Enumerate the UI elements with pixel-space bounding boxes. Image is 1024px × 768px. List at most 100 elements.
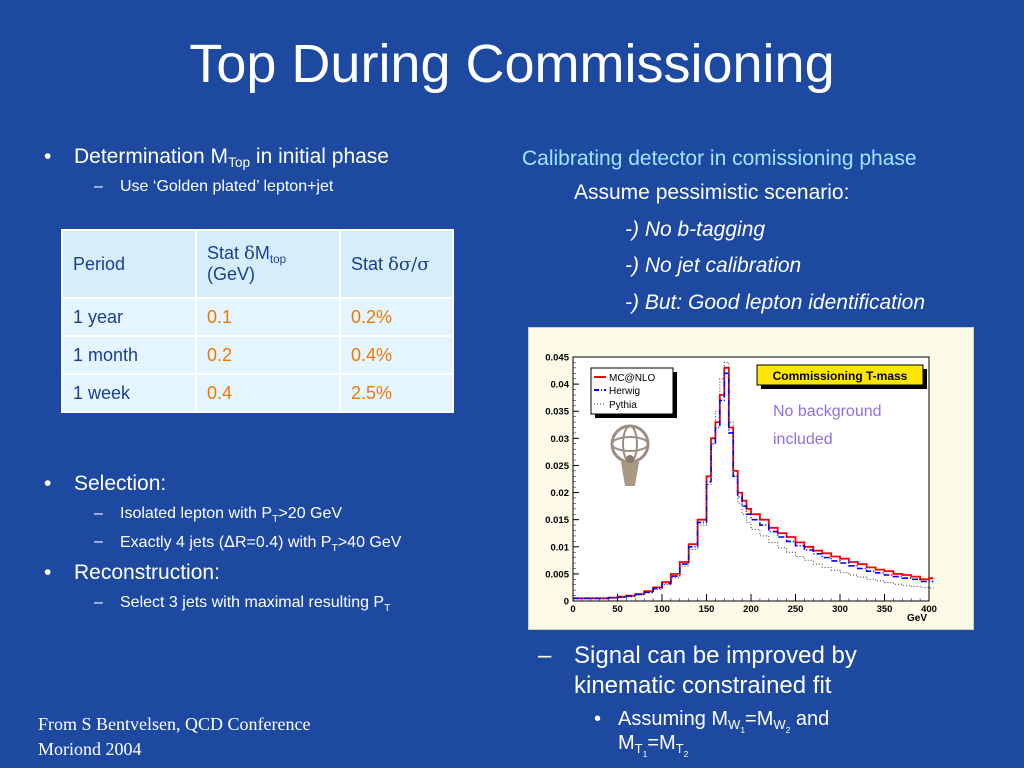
sub-t-2: 2: [683, 749, 689, 759]
signal-text: Signal can be improved by kinematic cons…: [574, 642, 857, 699]
assuming-text: Assuming MW1=MW2 and MT1=MT2: [618, 707, 938, 758]
sel1-text-end: >20 GeV: [278, 505, 343, 522]
assuming-m: Assuming M: [618, 708, 729, 730]
legend-label-herwig: Herwig: [609, 386, 640, 397]
table-row: 1 year 0.1 0.2%: [61, 297, 454, 337]
header-stat-label-2: Stat: [351, 253, 389, 274]
sel2-text: Exactly 4 jets (: [120, 534, 225, 551]
sel1-text: Isolated lepton with P: [120, 505, 273, 522]
legend-label-pythia: Pythia: [609, 400, 637, 411]
sel2-text-end: >40 GeV: [337, 534, 402, 551]
table-header-row: Period Stat δMtop (GeV) Stat δσ/σ: [61, 229, 454, 299]
bullet-reconstruction: Reconstruction:: [36, 559, 516, 587]
title-box-shadow: [923, 369, 927, 389]
delta-symbol: δ: [244, 243, 255, 264]
y-tick-label: 0.03: [551, 434, 570, 445]
sub-w-1: 1: [740, 725, 746, 735]
sel2-sub: T: [331, 543, 338, 554]
legend-shadow: [673, 372, 677, 418]
sel2-mid: R=0.4) with P: [234, 534, 332, 551]
sub-bullet-golden: Use ‘Golden plated’ lepton+jet: [36, 175, 506, 199]
credit: From S Bentvelsen, QCD Conference Morion…: [38, 712, 310, 762]
series-lines: [573, 361, 934, 600]
y-tick-label: 0.02: [551, 488, 570, 499]
legend-label-mcnlo: MC@NLO: [609, 373, 655, 384]
m-t: M: [618, 732, 635, 754]
legend-shadow-bottom: [595, 414, 677, 418]
condition-lepton-id: -) But: Good lepton identification: [625, 291, 926, 314]
signal-dash: –: [538, 642, 552, 669]
sub-bullet-four-jets: Exactly 4 jets (ΔR=0.4) with PT>40 GeV: [36, 530, 516, 555]
y-tick-label: 0.015: [545, 515, 569, 526]
header-stat-dm: Stat δMtop (GeV): [195, 229, 341, 299]
x-tick-label: 50: [612, 604, 623, 615]
rec1-sub: T: [384, 603, 391, 614]
and-word: and: [790, 708, 830, 730]
sub-w-2: 2: [785, 725, 791, 735]
header-stat-label: Stat: [207, 243, 245, 263]
slide-title: Top During Commissioning: [189, 34, 835, 94]
y-tick-label: 0.035: [545, 407, 569, 418]
table-row: 1 month 0.2 0.4%: [61, 335, 454, 375]
x-tick-label: 200: [743, 604, 759, 615]
y-tick-label: 0.01: [551, 542, 570, 553]
sub-t-1: 1: [642, 749, 648, 759]
header-stat-ds: Stat δσ/σ: [339, 229, 454, 299]
cell-period: 1 year: [61, 297, 197, 337]
y-tick-label: 0.025: [545, 461, 569, 472]
y-tick-label: 0.005: [545, 569, 569, 580]
rec1-text: Select 3 jets with maximal resulting P: [120, 594, 385, 611]
annotation-line2: included: [773, 431, 833, 448]
sub-bullet-isolated-lepton: Isolated lepton with PT>20 GeV: [36, 502, 516, 526]
t-mass-plot: 0 0.005 0.01 0.015 0.02 0.025 0.03 0.035 0.04 0.0…: [528, 327, 974, 630]
cell-ds: 0.4%: [339, 335, 454, 375]
annotation-line1: No background: [773, 403, 882, 420]
table-row: 1 week 0.4 2.5%: [61, 373, 454, 413]
x-tick-label: 0: [570, 604, 575, 615]
atlas-logo-icon: [610, 424, 650, 486]
header-m: M: [254, 243, 270, 263]
cell-dm: 0.1: [195, 297, 341, 337]
x-tick-label: 350: [877, 604, 893, 615]
cell-period: 1 week: [61, 373, 197, 413]
sel1-sub: T: [272, 514, 279, 525]
credit-line2: Moriond 2004: [38, 739, 142, 759]
title-box-shadow-bottom: [761, 385, 927, 389]
condition-no-btag: -) No b-tagging: [625, 218, 766, 241]
sub-w: W: [728, 717, 741, 732]
y-tick-labels: 0 0.005 0.01 0.015 0.02 0.025 0.03 0.035 0.04 0.0…: [545, 353, 569, 608]
selection-list: Selection: Isolated lepton with PT>20 Ge…: [36, 470, 516, 615]
eq-m: =M: [745, 708, 774, 730]
cell-dm: 0.2: [195, 335, 341, 375]
cell-ds: 0.2%: [339, 297, 454, 337]
credit-line1: From S Bentvelsen, QCD Conference: [38, 714, 311, 734]
x-tick-label: 250: [788, 604, 804, 615]
sub-bullet-select-jets: Select 3 jets with maximal resulting PT: [36, 591, 516, 615]
header-period: Period: [61, 229, 197, 299]
header-unit: (GeV): [207, 264, 256, 284]
assume-line: Assume pessimistic scenario:: [574, 181, 850, 204]
bullet-determination: Determination MTop in initial phase: [36, 143, 506, 171]
cell-dm: 0.4: [195, 373, 341, 413]
sub-t: T: [634, 741, 643, 756]
sub-t2: T: [675, 741, 684, 756]
y-tick-label: 0.045: [545, 353, 569, 364]
determination-sub: Top: [228, 155, 251, 170]
cell-ds: 2.5%: [339, 373, 454, 413]
y-tick-label: 0: [564, 597, 569, 608]
x-tick-label: 300: [832, 604, 848, 615]
chart-title: Commissioning T-mass: [773, 369, 908, 383]
determination-list: Determination MTop in initial phase Use …: [36, 143, 506, 199]
condition-no-jet-calibration: -) No jet calibration: [625, 254, 802, 277]
x-tick-label: 100: [654, 604, 670, 615]
calibrating-heading: Calibrating detector in comissioning pha…: [522, 147, 917, 170]
header-top-sub: top: [269, 253, 287, 266]
x-tick-labels: 0 50 100 150 200 250 300 350 400: [570, 604, 937, 615]
sigma-symbol: δσ/σ: [388, 253, 430, 275]
bullet-selection: Selection:: [36, 470, 516, 498]
x-tick-label: 400: [921, 604, 937, 615]
y-tick-label: 0.04: [551, 380, 570, 391]
eq-m2: =M: [647, 732, 676, 754]
sub-w2: W: [773, 717, 786, 732]
x-tick-label: 150: [699, 604, 715, 615]
